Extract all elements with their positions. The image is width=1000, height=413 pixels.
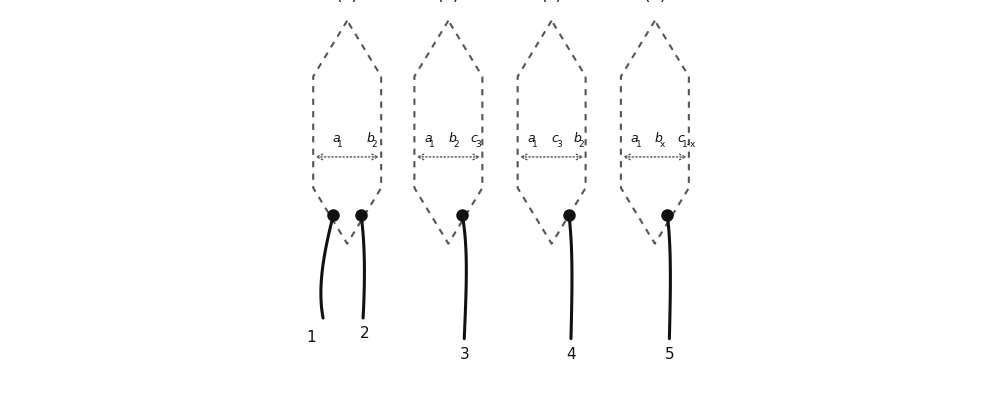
Text: a: a bbox=[332, 132, 340, 145]
Text: b: b bbox=[367, 132, 374, 145]
Text: 3: 3 bbox=[557, 140, 562, 149]
Text: a: a bbox=[527, 132, 535, 145]
Text: b: b bbox=[574, 132, 582, 145]
Text: 2: 2 bbox=[579, 140, 584, 149]
Text: 1: 1 bbox=[429, 140, 435, 149]
Text: a: a bbox=[631, 132, 638, 145]
Text: (b): (b) bbox=[437, 0, 460, 4]
Text: 2: 2 bbox=[453, 140, 459, 149]
Text: 1: 1 bbox=[337, 140, 343, 149]
Text: c: c bbox=[552, 132, 558, 145]
Text: x: x bbox=[660, 140, 665, 149]
Text: b: b bbox=[448, 132, 456, 145]
Text: 1: 1 bbox=[636, 140, 641, 149]
Text: 3: 3 bbox=[475, 140, 481, 149]
Text: c: c bbox=[677, 132, 684, 145]
Text: 5: 5 bbox=[665, 347, 674, 362]
Text: (d): (d) bbox=[643, 0, 667, 4]
Text: 1: 1 bbox=[532, 140, 538, 149]
Text: 1: 1 bbox=[306, 330, 315, 345]
Text: (c): (c) bbox=[541, 0, 563, 4]
Text: 2: 2 bbox=[371, 140, 377, 149]
Text: (a): (a) bbox=[336, 0, 359, 4]
Text: b: b bbox=[655, 132, 663, 145]
Text: 3: 3 bbox=[459, 347, 469, 362]
Text: c: c bbox=[470, 132, 477, 145]
Text: 1-x: 1-x bbox=[682, 140, 696, 149]
Text: a: a bbox=[424, 132, 432, 145]
Text: 4: 4 bbox=[566, 347, 576, 362]
Text: 2: 2 bbox=[360, 326, 370, 341]
